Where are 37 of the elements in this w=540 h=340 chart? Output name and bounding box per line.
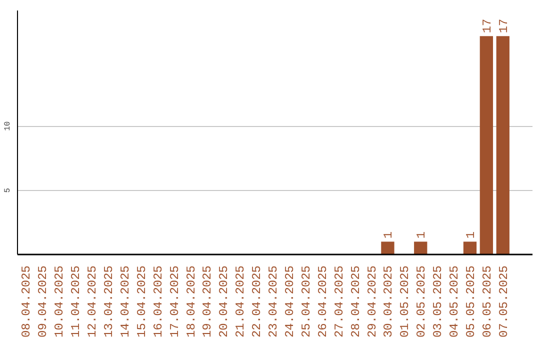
data-label: 17 <box>480 18 494 34</box>
x-tick-label: 29.04.2025 <box>365 265 380 338</box>
data-label: 17 <box>496 18 511 34</box>
x-tick-label: 07.05.2025 <box>496 265 511 338</box>
x-tick-label: 18.04.2025 <box>184 265 198 338</box>
data-label: 1 <box>382 231 396 239</box>
x-tick-label: 21.04.2025 <box>234 265 248 338</box>
x-tick-label: 04.05.2025 <box>448 265 462 338</box>
x-tick-label: 02.05.2025 <box>414 265 429 338</box>
x-tick-label: 08.04.2025 <box>20 265 34 338</box>
y-tick-label: 5 <box>4 188 12 193</box>
x-tick-label: 16.04.2025 <box>151 265 166 338</box>
x-tick-label: 14.04.2025 <box>118 265 132 338</box>
x-tick-label: 24.04.2025 <box>282 265 297 338</box>
x-tick-label: 20.04.2025 <box>217 265 232 338</box>
x-tick-label: 03.05.2025 <box>431 265 446 338</box>
y-tick-label: 10 <box>4 121 12 131</box>
x-tick-label: 11.04.2025 <box>69 265 84 338</box>
x-tick-label: 06.05.2025 <box>480 265 494 338</box>
x-tick-label: 30.04.2025 <box>382 265 396 338</box>
x-tick-label: 09.04.2025 <box>36 265 50 338</box>
x-tick-label: 22.04.2025 <box>250 265 264 338</box>
x-tick-label: 01.05.2025 <box>398 265 412 338</box>
x-tick-label: 12.04.2025 <box>86 265 100 338</box>
x-tick-label: 05.05.2025 <box>464 265 478 338</box>
x-tick-label: 10.04.2025 <box>52 265 67 338</box>
x-tick-label: 26.04.2025 <box>316 265 330 338</box>
x-tick-label: 17.04.2025 <box>168 265 182 338</box>
x-tick-label: 23.04.2025 <box>266 265 281 338</box>
data-label: 1 <box>414 231 429 239</box>
x-tick-label: 27.04.2025 <box>332 265 346 338</box>
x-tick-label: 28.04.2025 <box>348 265 363 338</box>
x-tick-label: 19.04.2025 <box>200 265 215 338</box>
data-label: 1 <box>464 231 478 239</box>
x-tick-label: 15.04.2025 <box>134 265 149 338</box>
x-tick-label: 13.04.2025 <box>102 265 116 338</box>
x-tick-label: 25.04.2025 <box>299 265 314 338</box>
